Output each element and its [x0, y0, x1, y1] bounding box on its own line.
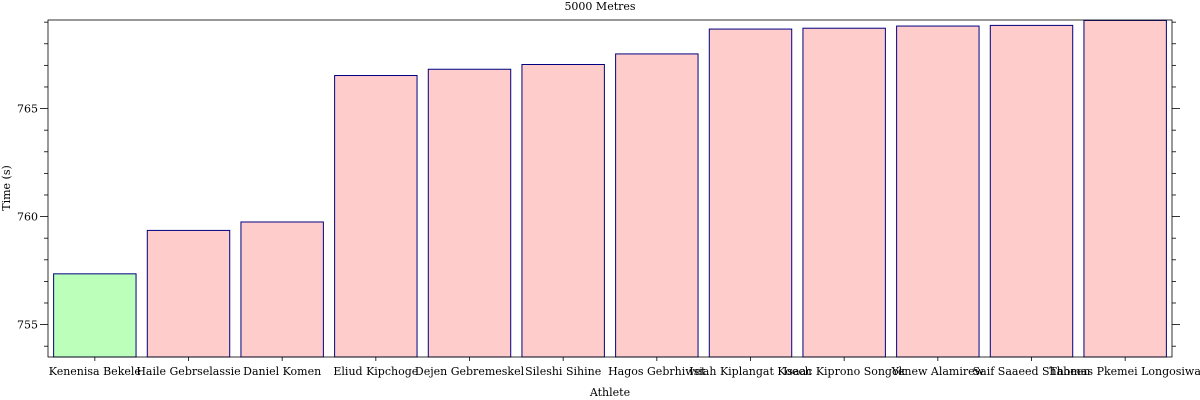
x-axis-label: Athlete [589, 386, 630, 399]
bar-10 [989, 24, 1074, 358]
chart-title: 5000 Metres [564, 0, 635, 13]
x-tick-label: Isaac Kiprono Songok [783, 365, 906, 378]
y-tick-label: 760 [17, 211, 38, 224]
y-axis: 755 760 765 [17, 21, 1180, 347]
plot-frame [47, 19, 1173, 358]
bar-1 [146, 229, 231, 358]
x-tick-label: Haile Gebrselassie [136, 365, 240, 378]
bar-0 [53, 273, 137, 358]
x-tick-label: Dejen Gebremeskel [415, 365, 525, 378]
bar-11 [1083, 19, 1167, 358]
bar-9 [896, 25, 980, 358]
x-tick-label: Sileshi Sihine [525, 365, 601, 378]
bar-3 [334, 75, 418, 358]
y-axis-label: Time (s) [0, 165, 13, 211]
x-tick-label: Kenenisa Bekele [49, 365, 141, 378]
x-tick-label: Daniel Komen [243, 365, 321, 378]
bar-4 [427, 68, 512, 358]
y-tick-label: 765 [17, 103, 38, 116]
bar-2 [240, 221, 324, 358]
bar-6 [615, 53, 699, 358]
x-tick-label: Hagos Gebrhiwet [608, 365, 706, 378]
x-tick-label: Eliud Kipchoge [333, 365, 418, 378]
x-tick-label: Thomas Pkemei Longosiwa [1049, 365, 1200, 378]
y-tick-label: 755 [17, 319, 38, 332]
bar-7 [708, 28, 793, 358]
bar-8 [802, 27, 886, 358]
plot-area [53, 19, 1167, 358]
x-tick-label: Isiah Kiplangat Koech [689, 365, 811, 378]
x-tick-label: Yenew Alamirew [891, 365, 985, 378]
bar-5 [521, 64, 605, 358]
x-tick-label: Saif Saaeed Shaheen [973, 365, 1091, 378]
